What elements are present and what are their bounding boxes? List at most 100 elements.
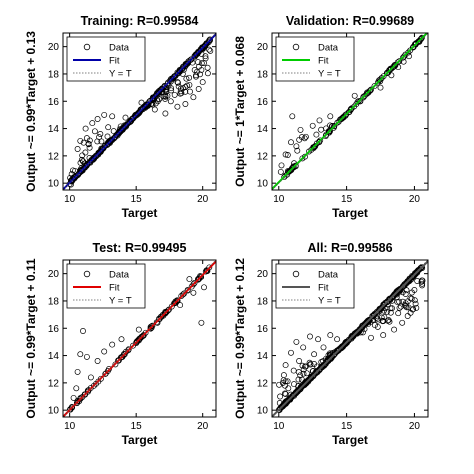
data-point bbox=[302, 133, 309, 140]
data-point bbox=[299, 155, 306, 162]
axes-frame bbox=[271, 259, 429, 418]
data-point bbox=[101, 348, 108, 355]
y-tick-label: 10 bbox=[257, 179, 269, 190]
data-point bbox=[202, 53, 209, 60]
data-point bbox=[154, 90, 160, 97]
data-point bbox=[282, 362, 289, 369]
subplot-title: Test: R=0.99495 bbox=[93, 241, 187, 255]
data-point bbox=[119, 126, 126, 133]
data-point bbox=[132, 112, 139, 119]
data-point bbox=[83, 135, 90, 142]
data-point bbox=[86, 158, 93, 165]
x-tick-label: 10 bbox=[273, 421, 285, 432]
y-tick-label: 14 bbox=[257, 124, 269, 135]
data-point bbox=[405, 49, 412, 56]
data-point bbox=[363, 91, 370, 98]
data-point bbox=[295, 383, 302, 390]
data-point bbox=[414, 268, 421, 275]
data-point bbox=[73, 385, 80, 392]
data-point bbox=[174, 103, 181, 110]
data-cloud bbox=[67, 264, 213, 413]
y-tick-label: 20 bbox=[48, 269, 60, 280]
data-point bbox=[351, 92, 358, 99]
data-point bbox=[199, 44, 206, 51]
data-point bbox=[416, 37, 423, 44]
data-point bbox=[207, 47, 214, 54]
data-point bbox=[151, 106, 158, 113]
data-point bbox=[179, 70, 186, 77]
data-point bbox=[303, 370, 310, 377]
data-point bbox=[203, 267, 210, 274]
data-point bbox=[300, 344, 307, 351]
data-point bbox=[191, 67, 198, 73]
data-point bbox=[204, 70, 211, 77]
data-point bbox=[162, 110, 169, 117]
data-point bbox=[104, 368, 111, 374]
legend-label: Data bbox=[109, 270, 130, 281]
data-point bbox=[115, 357, 122, 364]
data-point bbox=[195, 276, 201, 283]
data-point bbox=[86, 144, 93, 151]
data-point bbox=[347, 106, 354, 113]
data-point bbox=[310, 145, 317, 152]
data-point bbox=[182, 88, 189, 95]
data-point bbox=[186, 276, 193, 283]
y-tick-label: 16 bbox=[257, 324, 269, 335]
x-tick-label: 10 bbox=[273, 194, 285, 205]
data-point bbox=[132, 113, 139, 120]
data-point bbox=[140, 332, 147, 339]
data-point bbox=[94, 358, 101, 364]
data-point bbox=[298, 384, 305, 391]
data-point bbox=[193, 72, 199, 79]
data-point bbox=[193, 73, 199, 80]
legend-label: Y = T bbox=[109, 69, 132, 80]
axes-frame bbox=[62, 32, 217, 191]
y-tick-label: 18 bbox=[48, 296, 60, 307]
data-point bbox=[187, 88, 193, 95]
legend-marker-data bbox=[292, 43, 300, 51]
data-point bbox=[168, 85, 175, 92]
data-point bbox=[82, 149, 89, 156]
data-point bbox=[318, 126, 325, 133]
subplot-2: 10 15 20 10 12 14 16 18 20 Validation: R=0.99689 T… bbox=[233, 14, 429, 220]
data-point bbox=[127, 118, 134, 125]
data-point bbox=[400, 283, 406, 290]
y-tick-label: 12 bbox=[257, 151, 269, 162]
data-point bbox=[382, 299, 389, 306]
subplot-4: 10 15 20 10 12 14 16 18 20 All: R=0.99586 Target Ou… bbox=[233, 241, 429, 447]
data-point bbox=[289, 113, 296, 120]
data-point bbox=[391, 326, 398, 333]
data-point bbox=[396, 304, 403, 311]
data-point bbox=[79, 152, 86, 159]
data-point bbox=[399, 319, 406, 326]
data-point bbox=[147, 325, 154, 332]
data-point bbox=[195, 86, 202, 92]
y-tick-label: 10 bbox=[48, 406, 60, 417]
data-point bbox=[331, 123, 338, 130]
data-point bbox=[113, 132, 119, 139]
data-point bbox=[74, 368, 81, 375]
data-point bbox=[153, 319, 160, 326]
data-point bbox=[403, 287, 410, 294]
data-point bbox=[293, 338, 300, 345]
x-tick-label: 15 bbox=[341, 194, 353, 205]
data-point bbox=[204, 64, 211, 71]
data-point bbox=[412, 300, 419, 307]
data-point bbox=[370, 312, 377, 319]
x-axis-label: Target bbox=[332, 433, 368, 447]
data-point bbox=[406, 53, 412, 60]
data-point bbox=[198, 66, 205, 73]
data-point bbox=[301, 135, 308, 142]
data-point bbox=[72, 173, 79, 180]
legend-label: Fit bbox=[318, 283, 329, 294]
data-point bbox=[206, 46, 213, 53]
data-point bbox=[171, 91, 178, 98]
data-point bbox=[355, 97, 362, 104]
data-point bbox=[109, 113, 116, 120]
data-point bbox=[290, 367, 297, 374]
data-point bbox=[299, 362, 306, 369]
subplot-1: 10 15 20 10 12 14 16 18 20 Training: R=0.99584 Tar… bbox=[24, 14, 217, 220]
data-point bbox=[184, 287, 191, 294]
data-point bbox=[293, 389, 300, 396]
data-point bbox=[390, 293, 397, 300]
